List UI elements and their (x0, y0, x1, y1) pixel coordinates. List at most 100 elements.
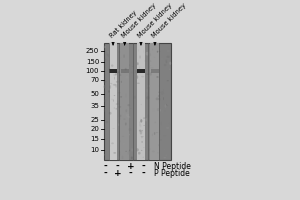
Ellipse shape (169, 68, 171, 70)
Ellipse shape (105, 121, 109, 123)
Ellipse shape (104, 154, 105, 156)
Ellipse shape (167, 146, 168, 149)
Ellipse shape (158, 92, 160, 93)
Ellipse shape (166, 127, 169, 129)
Ellipse shape (104, 127, 107, 128)
Ellipse shape (120, 57, 121, 58)
Ellipse shape (128, 104, 130, 106)
Ellipse shape (152, 133, 153, 136)
Ellipse shape (156, 76, 159, 78)
Ellipse shape (104, 59, 106, 61)
Ellipse shape (137, 62, 139, 65)
Ellipse shape (148, 149, 149, 151)
Text: +: + (114, 169, 122, 178)
Ellipse shape (125, 109, 127, 112)
Ellipse shape (152, 150, 155, 152)
Ellipse shape (114, 77, 115, 80)
Text: +: + (127, 162, 134, 171)
Ellipse shape (155, 132, 158, 133)
Ellipse shape (158, 85, 159, 87)
Ellipse shape (119, 140, 121, 142)
Ellipse shape (108, 65, 109, 66)
Ellipse shape (113, 69, 114, 72)
Ellipse shape (140, 119, 142, 123)
Ellipse shape (164, 149, 165, 150)
Ellipse shape (164, 157, 166, 158)
Ellipse shape (126, 48, 129, 49)
Text: 250: 250 (86, 48, 99, 54)
Ellipse shape (131, 72, 133, 73)
Text: Mouse kidney: Mouse kidney (120, 3, 157, 39)
Ellipse shape (137, 75, 138, 79)
Ellipse shape (152, 109, 155, 112)
Ellipse shape (164, 111, 166, 112)
Ellipse shape (134, 96, 136, 99)
Ellipse shape (110, 83, 112, 84)
Text: P Peptide: P Peptide (154, 169, 190, 178)
Ellipse shape (113, 152, 116, 154)
Ellipse shape (163, 97, 164, 100)
Text: 70: 70 (90, 77, 99, 83)
Text: Mouse kidney: Mouse kidney (151, 3, 188, 39)
Bar (121, 69, 129, 73)
Ellipse shape (158, 51, 160, 52)
Ellipse shape (123, 118, 126, 120)
Ellipse shape (135, 70, 139, 74)
Ellipse shape (123, 78, 124, 81)
Text: 35: 35 (90, 103, 99, 109)
Ellipse shape (138, 49, 139, 52)
Ellipse shape (113, 74, 117, 76)
Ellipse shape (167, 56, 170, 58)
Ellipse shape (159, 131, 161, 134)
Ellipse shape (160, 109, 161, 112)
Ellipse shape (132, 93, 134, 94)
Ellipse shape (158, 144, 159, 146)
Ellipse shape (145, 118, 147, 122)
Text: 50: 50 (90, 91, 99, 97)
Bar (136, 43, 146, 160)
Ellipse shape (107, 74, 109, 75)
Ellipse shape (169, 61, 170, 63)
Text: 150: 150 (86, 59, 99, 65)
Ellipse shape (125, 68, 127, 70)
Ellipse shape (148, 65, 151, 66)
Ellipse shape (122, 156, 123, 159)
Ellipse shape (141, 141, 143, 143)
Ellipse shape (110, 69, 112, 70)
Ellipse shape (129, 151, 130, 154)
Ellipse shape (110, 85, 111, 89)
Ellipse shape (109, 112, 112, 115)
Ellipse shape (165, 59, 167, 61)
Ellipse shape (131, 78, 132, 80)
Ellipse shape (139, 121, 140, 123)
Text: 25: 25 (90, 117, 99, 123)
Ellipse shape (119, 74, 122, 76)
Ellipse shape (150, 72, 152, 76)
Ellipse shape (132, 66, 134, 67)
Ellipse shape (145, 126, 146, 130)
Ellipse shape (154, 132, 155, 135)
Ellipse shape (143, 147, 145, 148)
Ellipse shape (103, 81, 106, 83)
Ellipse shape (120, 96, 122, 98)
Ellipse shape (108, 69, 111, 71)
Ellipse shape (146, 96, 149, 99)
Ellipse shape (160, 91, 164, 95)
Ellipse shape (125, 94, 127, 98)
Text: 20: 20 (90, 126, 99, 132)
Ellipse shape (158, 98, 160, 100)
Ellipse shape (111, 64, 113, 67)
Ellipse shape (166, 104, 167, 106)
Ellipse shape (165, 104, 167, 108)
Ellipse shape (150, 82, 152, 86)
Ellipse shape (116, 81, 119, 83)
Ellipse shape (150, 53, 151, 56)
Ellipse shape (122, 136, 124, 137)
Text: -: - (103, 169, 107, 178)
Bar (109, 69, 117, 73)
Ellipse shape (116, 108, 117, 110)
Text: 15: 15 (90, 136, 99, 142)
Ellipse shape (137, 83, 140, 84)
Bar (137, 69, 145, 73)
Ellipse shape (139, 130, 142, 132)
